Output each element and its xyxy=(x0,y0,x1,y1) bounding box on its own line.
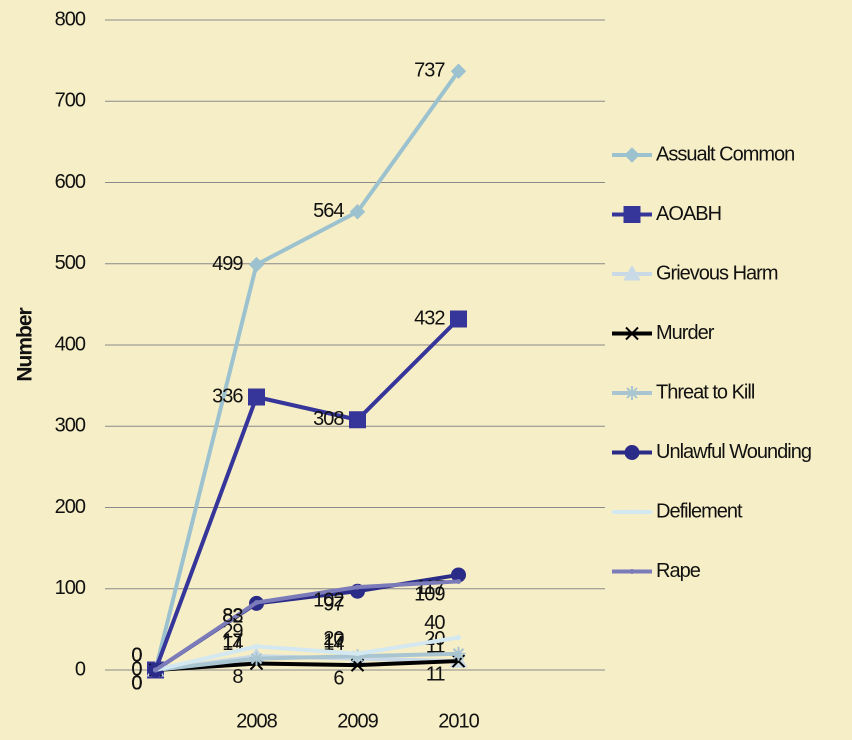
data-label: 29 xyxy=(222,621,243,643)
series-line xyxy=(153,70,461,671)
data-label: 0 xyxy=(131,658,142,680)
point xyxy=(248,388,265,406)
point xyxy=(456,578,461,584)
point xyxy=(625,326,639,341)
data-label: 0 xyxy=(131,644,142,666)
point xyxy=(249,651,264,666)
point xyxy=(629,509,635,515)
point xyxy=(349,204,366,220)
point xyxy=(629,569,635,574)
data-label: 0 xyxy=(131,672,142,694)
legend-label: Grievous Harm xyxy=(656,262,778,284)
x-tick-label: 2009 xyxy=(337,710,378,732)
point xyxy=(254,600,259,606)
data-label: 109 xyxy=(414,584,445,606)
data-label: 20 xyxy=(323,628,344,650)
series-line xyxy=(154,579,459,672)
point xyxy=(456,635,461,640)
data-label: 0 xyxy=(131,672,142,694)
data-label: 308 xyxy=(313,408,344,430)
y-tick-label: 600 xyxy=(55,171,86,193)
data-label: 432 xyxy=(414,307,445,329)
y-tick-label: 0 xyxy=(75,658,86,680)
legend-label: Rape xyxy=(656,560,701,582)
point xyxy=(349,411,366,429)
y-tick-label: 200 xyxy=(55,496,86,518)
data-label: 40 xyxy=(424,612,445,634)
legend-label: AOABH xyxy=(656,203,721,225)
data-label: 8 xyxy=(232,666,243,688)
data-label: 0 xyxy=(131,658,142,680)
legend-label: Threat to Kill xyxy=(656,381,755,403)
data-label: 0 xyxy=(131,644,142,666)
x-tick-label: 2010 xyxy=(438,710,479,732)
point xyxy=(625,386,639,400)
point xyxy=(248,256,265,273)
legend-label: Defilement xyxy=(656,500,743,522)
data-label: 737 xyxy=(414,59,445,81)
point xyxy=(624,147,640,163)
data-label: 336 xyxy=(212,385,243,407)
point xyxy=(623,264,641,281)
data-label: 102 xyxy=(313,589,344,611)
series-line xyxy=(155,659,459,672)
data-label: 14 xyxy=(323,633,344,655)
data-label: 97 xyxy=(323,593,344,615)
data-label: 20 xyxy=(424,628,445,650)
data-label: 83 xyxy=(222,605,243,627)
point xyxy=(624,445,640,460)
x-tick-label: 2008 xyxy=(236,710,277,732)
data-label: 0 xyxy=(131,644,142,666)
point xyxy=(355,584,360,590)
y-tick-label: 100 xyxy=(55,577,86,599)
point xyxy=(450,63,467,79)
point xyxy=(623,206,641,223)
data-label: 0 xyxy=(131,672,142,694)
data-label: 11 xyxy=(426,663,446,685)
data-label: 17 xyxy=(323,630,344,652)
data-label: 17 xyxy=(222,630,243,652)
legend-label: Murder xyxy=(656,322,715,344)
y-tick-label: 400 xyxy=(55,333,86,355)
y-axis-label: Number xyxy=(14,308,37,382)
point xyxy=(254,643,259,649)
point xyxy=(153,667,158,673)
series-line xyxy=(155,635,459,672)
point xyxy=(450,310,467,328)
y-tick-label: 800 xyxy=(55,8,86,30)
series-line xyxy=(153,317,460,671)
y-tick-label: 700 xyxy=(55,90,86,112)
y-tick-label: 500 xyxy=(55,252,86,274)
y-tick-label: 300 xyxy=(55,415,86,437)
legend-label: Assualt Common xyxy=(656,143,794,165)
data-label: 564 xyxy=(313,200,344,222)
series-line xyxy=(155,651,459,672)
point xyxy=(355,651,360,657)
point xyxy=(451,646,466,661)
legend-label: Unlawful Wounding xyxy=(656,441,811,463)
data-label: 6 xyxy=(333,667,344,689)
data-label: 499 xyxy=(212,253,243,275)
